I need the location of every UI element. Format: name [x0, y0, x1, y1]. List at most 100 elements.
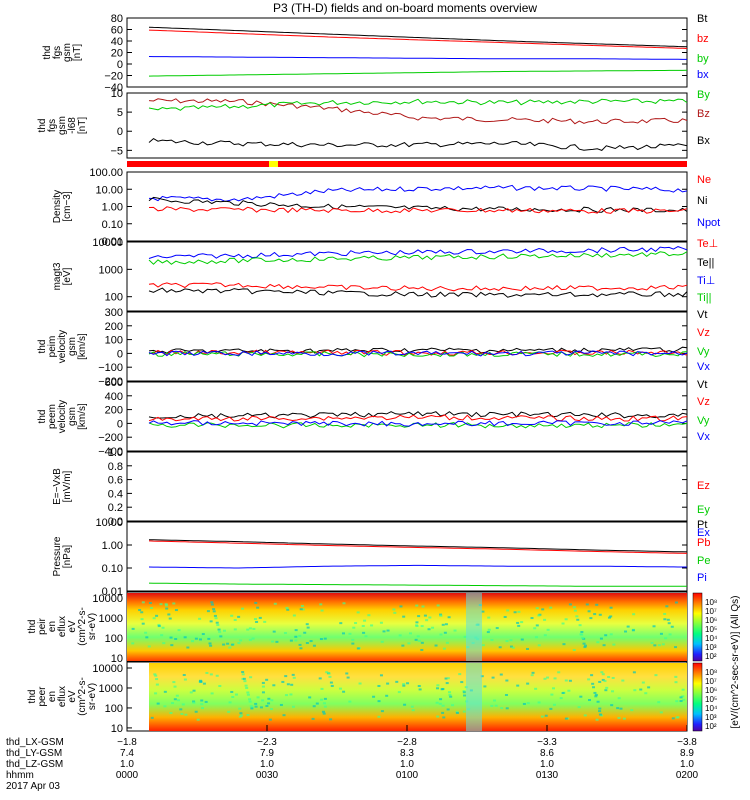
- spectrogram-speckle: [255, 620, 259, 623]
- spectrogram-speckle: [172, 602, 176, 605]
- y-tick-label: 10: [111, 88, 123, 100]
- spectrogram-speckle: [509, 639, 513, 642]
- spectrogram-speckle: [322, 712, 326, 715]
- spectrogram-speckle: [283, 632, 287, 635]
- spectrogram-speckle: [589, 617, 593, 620]
- spectrogram-speckle: [261, 681, 265, 684]
- spectrogram-speckle: [318, 677, 322, 680]
- spectrogram-speckle: [598, 707, 602, 710]
- spectrogram-speckle: [439, 633, 443, 636]
- spectrogram-speckle: [294, 629, 298, 632]
- spectrogram-speckle: [218, 685, 222, 688]
- spectrogram-speckle: [652, 625, 656, 628]
- series-Vy: [148, 350, 688, 358]
- colorbar-bottom: [692, 662, 703, 732]
- legend-entry: Vz: [697, 396, 710, 408]
- spectrogram-speckle: [587, 610, 591, 613]
- x-row-value: −3.3: [537, 737, 557, 748]
- spectrogram-speckle: [163, 705, 167, 708]
- spectrogram-speckle: [595, 718, 599, 721]
- legend-entry: bx: [697, 69, 709, 81]
- spectrogram-speckle: [573, 609, 577, 612]
- spectrogram-speckle: [233, 618, 237, 621]
- spectrogram-speckle: [267, 697, 271, 700]
- legend-entry: Ne: [697, 174, 711, 186]
- spectrogram-speckle: [619, 707, 623, 710]
- legend-entry: Vx: [697, 431, 710, 443]
- spectrogram-speckle: [241, 671, 245, 674]
- spectrogram-speckle: [181, 703, 185, 706]
- spectrogram-speckle: [330, 684, 334, 687]
- spectrogram-speckle: [531, 671, 535, 674]
- series-Ni: [148, 196, 688, 213]
- spectrogram-speckle: [150, 716, 154, 719]
- spectrogram-speckle: [421, 605, 425, 608]
- spectrogram-speckle: [598, 680, 602, 683]
- legend-entry: Ey: [697, 504, 710, 516]
- spectrogram-speckle: [622, 717, 626, 720]
- spectrogram-speckle: [549, 606, 553, 609]
- y-axis-label: gsm: [67, 407, 78, 426]
- spectrogram-speckle: [208, 642, 212, 645]
- spectrogram-speckle: [256, 696, 260, 699]
- y-tick-label: 40: [111, 36, 123, 48]
- spectrogram-speckle: [242, 677, 246, 680]
- spectrogram-speckle: [517, 610, 521, 613]
- x-row-label: thd_LZ-GSM: [6, 759, 63, 770]
- spectrogram-speckle: [543, 634, 547, 637]
- spectrogram-speckle: [239, 712, 243, 715]
- colorbar-tick: 10²: [705, 722, 717, 731]
- series-Bz: [148, 98, 688, 125]
- spectrogram-speckle: [401, 644, 405, 647]
- spectrogram-speckle: [174, 609, 178, 612]
- spectrogram-speckle: [666, 618, 670, 621]
- series-bz: [148, 29, 688, 49]
- spectrogram-speckle: [321, 710, 325, 713]
- y-tick-label: 1.00: [102, 540, 123, 552]
- spectrogram-speckle: [154, 674, 158, 677]
- spectrogram-speckle: [557, 671, 561, 674]
- spectrogram-speckle: [674, 646, 678, 649]
- spectrogram-speckle: [544, 714, 548, 717]
- y-tick-label: 20: [111, 48, 123, 60]
- spectrogram-speckle: [663, 612, 667, 615]
- series-Ti⊥: [148, 246, 688, 259]
- spectrogram-speckle: [411, 709, 415, 712]
- series-Vx: [148, 350, 688, 357]
- spectrogram-speckle: [681, 695, 685, 698]
- spectrogram-speckle: [301, 608, 305, 611]
- spectrogram-speckle: [182, 674, 186, 677]
- spectrogram-speckle: [504, 694, 508, 697]
- spectrogram-speckle: [446, 677, 450, 680]
- x-date-label: 2017 Apr 03: [6, 781, 60, 792]
- spectrogram-speckle: [530, 674, 534, 677]
- spectrogram-speckle: [393, 611, 397, 614]
- spectrogram-speckle: [442, 647, 446, 650]
- spectrogram-speckle: [657, 701, 661, 704]
- spectrogram-speckle: [543, 677, 547, 680]
- spectrogram-speckle: [410, 705, 414, 708]
- y-tick-label: 5: [117, 107, 123, 119]
- spectrogram-speckle: [216, 624, 220, 627]
- y-axis-label: eflux: [57, 616, 68, 637]
- spectrogram-speckle: [289, 693, 293, 696]
- x-row-value: 7.9: [260, 748, 274, 759]
- spectrogram-speckle: [290, 683, 294, 686]
- spectrogram-speckle: [169, 636, 173, 639]
- spectrogram-speckle: [282, 714, 286, 717]
- spectrogram-speckle: [446, 708, 450, 711]
- spectrogram-speckle: [448, 691, 452, 694]
- spectrogram-speckle: [284, 694, 288, 697]
- spectrogram-speckle: [196, 718, 200, 721]
- spectrogram-speckle: [323, 637, 327, 640]
- spectrogram-speckle: [674, 681, 678, 684]
- spectrogram-speckle: [581, 636, 585, 639]
- spectrogram-speckle: [463, 694, 467, 697]
- series-Pi: [148, 564, 687, 569]
- spectrogram-speckle: [598, 713, 602, 716]
- legend-entry: Bx: [697, 135, 710, 147]
- y-tick-label: 1000: [99, 613, 123, 625]
- spectrogram-speckle: [380, 640, 384, 643]
- y-tick-label: 10000: [92, 237, 123, 249]
